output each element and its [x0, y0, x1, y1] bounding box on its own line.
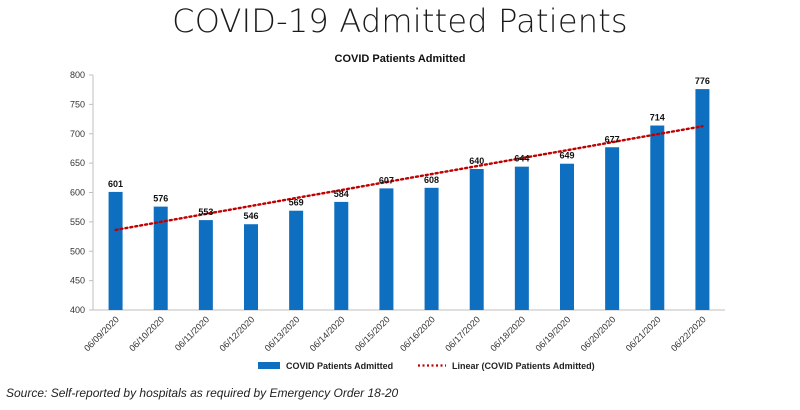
- y-tick-label: 750: [70, 99, 85, 109]
- bar: [514, 166, 529, 310]
- data-label: 607: [379, 175, 394, 185]
- x-tick-label: 06/16/2020: [398, 314, 437, 353]
- y-tick-label: 500: [70, 246, 85, 256]
- x-tick-label: 06/13/2020: [263, 314, 302, 353]
- data-label: 714: [650, 113, 665, 123]
- data-label: 644: [514, 154, 529, 164]
- bar: [379, 188, 394, 310]
- bar-chart: COVID Patients Admitted 400 450 500 550 600 6…: [70, 53, 725, 371]
- bar: [108, 191, 123, 310]
- y-tick-label: 650: [70, 158, 85, 168]
- x-tick-labels-group: 06/09/2020 06/10/2020 06/11/2020 06/12/2020…: [82, 314, 708, 353]
- x-tick-label: 06/15/2020: [353, 314, 392, 353]
- data-label: 546: [243, 211, 258, 221]
- data-label: 677: [605, 134, 620, 144]
- data-labels-group: 601 576 553 546 569 584 607 608 640 644 649 677 714 7…: [108, 76, 710, 221]
- source-note: Source: Self-reported by hospitals as re…: [6, 386, 399, 400]
- bar: [469, 169, 484, 310]
- chart-axes: 400 450 500 550 600 650 700 750 800: [70, 70, 725, 315]
- legend-swatch-bars: [258, 362, 280, 369]
- data-label: 776: [695, 76, 710, 86]
- x-tick-label: 06/10/2020: [127, 314, 166, 353]
- bar: [695, 89, 710, 310]
- y-tick-label: 450: [70, 276, 85, 286]
- data-label: 569: [289, 198, 304, 208]
- data-label: 553: [198, 207, 213, 217]
- x-tick-label: 06/12/2020: [217, 314, 256, 353]
- bar: [244, 224, 258, 310]
- data-label: 608: [424, 175, 439, 185]
- y-tick-label: 800: [70, 70, 85, 80]
- y-tick-label: 600: [70, 188, 85, 198]
- bar: [605, 147, 620, 310]
- bar: [650, 125, 665, 311]
- x-tick-label: 06/22/2020: [669, 314, 708, 353]
- bars-group: [108, 89, 710, 311]
- y-tick-label: 400: [70, 305, 85, 315]
- x-tick-label: 06/20/2020: [579, 314, 618, 353]
- legend: COVID Patients Admitted Linear (COVID Pa…: [258, 361, 595, 371]
- bar: [560, 163, 574, 310]
- chart-title: COVID Patients Admitted: [335, 53, 466, 65]
- y-tick-label: 550: [70, 217, 85, 227]
- bar: [153, 206, 168, 310]
- data-label: 649: [559, 151, 574, 161]
- x-tick-label: 06/21/2020: [624, 314, 663, 353]
- bar: [334, 201, 349, 310]
- data-label: 640: [469, 156, 484, 166]
- trendline: [114, 125, 704, 232]
- legend-label-bars: COVID Patients Admitted: [286, 361, 393, 371]
- y-tick-label: 700: [70, 129, 85, 139]
- data-label: 584: [334, 189, 349, 199]
- x-tick-label: 06/09/2020: [82, 314, 121, 353]
- data-label: 576: [153, 194, 168, 204]
- x-tick-label: 06/14/2020: [308, 314, 347, 353]
- bar: [424, 187, 439, 310]
- trendline-group: [114, 125, 704, 232]
- page-title: COVID-19 Admitted Patients: [172, 2, 628, 40]
- bar: [198, 220, 213, 310]
- legend-label-trend: Linear (COVID Patients Admitted): [452, 361, 595, 371]
- x-tick-label: 06/18/2020: [488, 314, 527, 353]
- x-tick-label: 06/17/2020: [443, 314, 482, 353]
- x-tick-label: 06/19/2020: [533, 314, 572, 353]
- data-label: 601: [108, 179, 123, 189]
- x-tick-label: 06/11/2020: [173, 314, 211, 352]
- bar: [289, 210, 304, 310]
